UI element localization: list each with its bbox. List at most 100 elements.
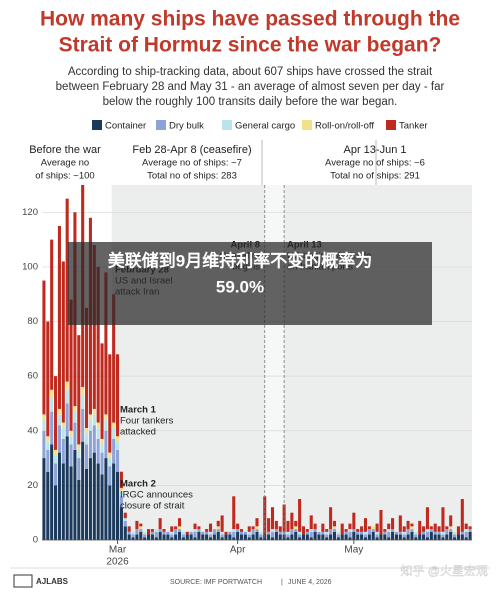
bar-segment: [170, 531, 174, 535]
bar-segment: [267, 534, 271, 540]
bar-segment: [290, 529, 294, 535]
bar-segment: [81, 408, 85, 442]
bar-segment: [143, 537, 147, 540]
bar-segment: [449, 526, 453, 530]
bar-segment: [414, 534, 418, 538]
bar-segment: [85, 444, 89, 469]
bar-segment: [294, 529, 298, 532]
bar-segment: [387, 529, 391, 532]
bar-segment: [119, 488, 123, 491]
bar-segment: [181, 531, 185, 535]
bar-segment: [112, 422, 116, 429]
bar-segment: [418, 520, 422, 535]
bar-segment: [77, 335, 81, 445]
bar-segment: [406, 529, 410, 535]
bar-segment: [57, 452, 61, 540]
bar-segment: [398, 531, 402, 535]
bar-segment: [104, 458, 108, 540]
bar-segment: [383, 531, 387, 535]
bar-segment: [201, 534, 205, 540]
bar-segment: [274, 520, 278, 530]
y-tick-label: 80: [27, 316, 38, 327]
bar-segment: [236, 529, 240, 532]
bar-segment: [50, 239, 54, 390]
bar-segment: [387, 537, 391, 540]
bar-segment: [166, 531, 170, 535]
bar-segment: [104, 430, 108, 459]
bar-segment: [92, 245, 96, 409]
bar-segment: [116, 354, 120, 437]
legend-swatch: [302, 120, 312, 130]
bar-segment: [116, 449, 120, 472]
bar-segment: [42, 458, 46, 540]
bar-segment: [96, 266, 100, 423]
bar-segment: [232, 531, 236, 538]
bar-segment: [224, 531, 228, 535]
bar-segment: [108, 452, 112, 459]
subtitle: below the roughly 100 transits daily bef…: [103, 96, 398, 108]
bar-segment: [298, 537, 302, 540]
bar-segment: [267, 518, 271, 532]
bar-segment: [208, 523, 213, 532]
bar-segment: [437, 526, 441, 532]
bar-segment: [309, 531, 313, 538]
x-tick-label: May: [344, 545, 363, 556]
bar-segment: [274, 531, 278, 540]
bar-segment: [309, 537, 313, 540]
bar-segment: [274, 529, 278, 532]
bar-segment: [57, 425, 61, 453]
bar-segment: [429, 529, 433, 532]
bar-segment: [298, 531, 302, 535]
bar-segment: [325, 537, 329, 540]
bar-segment: [406, 534, 410, 540]
bar-segment: [425, 531, 429, 538]
bar-segment: [243, 534, 247, 540]
bar-segment: [73, 449, 77, 540]
bar-segment: [154, 529, 158, 532]
bar-segment: [383, 534, 387, 540]
bar-segment: [305, 534, 309, 540]
overlay-text: 59.0%: [216, 277, 264, 296]
bar-segment: [42, 280, 46, 415]
period-header: Before the war: [29, 144, 101, 156]
bar-segment: [348, 537, 352, 540]
bar-segment: [418, 534, 422, 540]
bar-segment: [61, 438, 65, 464]
bar-segment: [123, 512, 127, 519]
chart-title: How many ships have passed through the: [40, 8, 460, 31]
bar-segment: [236, 523, 240, 530]
bar-segment: [383, 529, 387, 532]
bar-segment: [88, 414, 92, 420]
bar-segment: [162, 529, 166, 532]
bar-segment: [360, 531, 364, 535]
bar-segment: [317, 534, 321, 540]
bar-segment: [243, 531, 247, 535]
bar-segment: [259, 531, 263, 535]
bar-segment: [356, 529, 360, 532]
bar-segment: [123, 518, 127, 521]
bar-segment: [181, 534, 185, 538]
bar-segment: [88, 458, 92, 540]
bar-segment: [379, 534, 383, 540]
bar-segment: [445, 526, 449, 530]
bar-segment: [100, 444, 104, 453]
bar-segment: [212, 534, 216, 540]
bar-segment: [394, 531, 398, 535]
bar-segment: [332, 529, 337, 532]
bar-segment: [108, 485, 112, 540]
bar-segment: [298, 534, 302, 538]
legend-swatch: [222, 120, 232, 130]
bar-segment: [429, 526, 433, 530]
bar-segment: [453, 537, 457, 540]
bar-segment: [449, 515, 453, 527]
bar-segment: [123, 526, 127, 540]
bar-segment: [422, 531, 426, 535]
bar-segment: [154, 537, 158, 540]
bar-segment: [119, 490, 123, 497]
bar-segment: [116, 441, 120, 450]
bar-segment: [162, 531, 166, 535]
bar-segment: [46, 436, 50, 442]
bar-segment: [259, 534, 263, 538]
bar-segment: [363, 534, 368, 538]
bar-segment: [104, 272, 108, 415]
